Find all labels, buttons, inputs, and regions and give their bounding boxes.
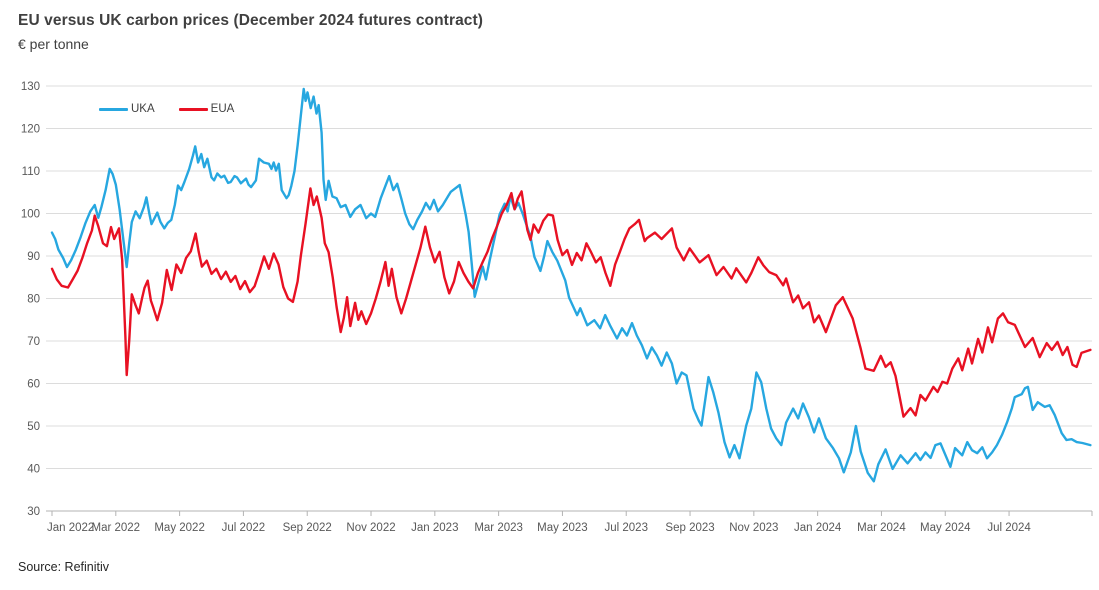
- y-tick-label: 40: [27, 464, 40, 476]
- x-tick-label: Nov 2022: [346, 522, 395, 534]
- legend-label-eua: EUA: [210, 103, 235, 115]
- x-tick-label: Sep 2023: [665, 522, 714, 534]
- y-tick-label: 100: [21, 209, 40, 221]
- x-tick-label: Jan 2023: [411, 522, 458, 534]
- y-tick-label: 130: [21, 81, 40, 93]
- x-tick-label: Jul 2023: [604, 522, 647, 534]
- uka-price-line: [50, 87, 1092, 483]
- x-tick-label: Jul 2024: [987, 522, 1031, 534]
- uka-line-swatch: [99, 107, 128, 111]
- y-tick-label: 50: [27, 421, 40, 433]
- x-tick-label: May 2024: [920, 522, 971, 534]
- y-tick-label: 60: [27, 379, 40, 391]
- x-tick-label: May 2023: [537, 522, 588, 534]
- x-tick-label: Mar 2023: [474, 522, 523, 534]
- x-tick-label: Jan 2024: [794, 522, 842, 534]
- x-tick-label: Sep 2022: [283, 522, 332, 534]
- x-tick-label: Jul 2022: [222, 522, 265, 534]
- eua-price-line: [50, 187, 1092, 418]
- x-tick-label: Jan 2022: [47, 522, 94, 534]
- x-tick-label: Mar 2024: [857, 522, 906, 534]
- x-tick-label: Mar 2022: [92, 522, 141, 534]
- chart-subtitle: € per tonne: [18, 36, 89, 52]
- chart-title: EU versus UK carbon prices (December 202…: [18, 12, 484, 29]
- y-tick-label: 120: [21, 124, 40, 136]
- y-tick-label: 90: [27, 251, 40, 263]
- source-note: Source: Refinitiv: [18, 560, 110, 574]
- legend-item-uka: UKA: [99, 103, 155, 115]
- y-tick-label: 110: [22, 166, 40, 178]
- y-tick-label: 80: [27, 294, 40, 306]
- y-tick-label: 30: [27, 506, 40, 518]
- chart-legend: UKA EUA: [99, 103, 234, 115]
- y-tick-label: 70: [27, 336, 40, 348]
- x-tick-label: Nov 2023: [729, 522, 778, 534]
- legend-item-eua: EUA: [178, 103, 235, 115]
- legend-label-uka: UKA: [131, 103, 155, 115]
- x-tick-label: May 2022: [154, 522, 205, 534]
- eua-line-swatch: [178, 107, 208, 111]
